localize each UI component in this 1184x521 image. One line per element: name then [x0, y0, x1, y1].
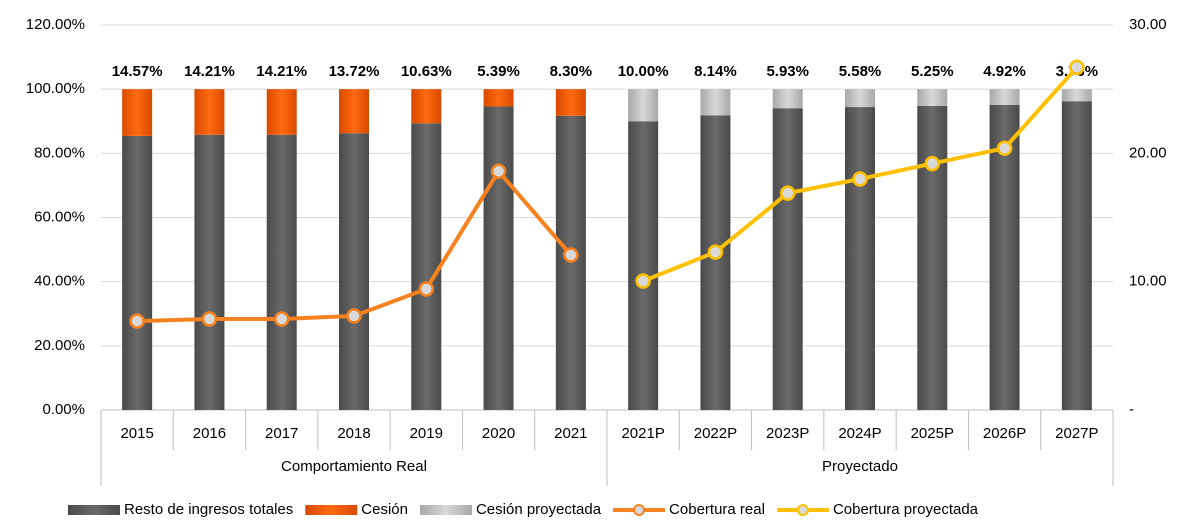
y2-tick-label: 30.00	[1129, 16, 1167, 33]
x-tick-label: 2017	[265, 425, 298, 442]
x-tick-label: 2025P	[911, 425, 954, 442]
x-tick-label: 2022P	[694, 425, 737, 442]
line-marker	[996, 140, 1013, 156]
line-marker	[346, 308, 362, 324]
bar-segment	[917, 89, 948, 107]
data-label: 14.21%	[184, 63, 235, 80]
line-marker	[635, 273, 651, 289]
line-marker	[201, 311, 218, 327]
bar-segment	[1061, 89, 1092, 102]
group-label: Proyectado	[822, 458, 898, 475]
bar-segment	[628, 89, 659, 122]
y-tick-label: 100.00%	[26, 80, 85, 97]
line-marker	[490, 163, 507, 180]
line-marker	[418, 281, 435, 297]
data-label: 10.00%	[618, 63, 669, 80]
y-tick-label: 20.00%	[34, 337, 85, 354]
line-marker	[779, 185, 796, 201]
data-label: 13.72%	[329, 63, 380, 80]
data-label: 10.63%	[401, 63, 452, 80]
y2-tick-label: 20.00	[1129, 144, 1167, 161]
x-tick-label: 2020	[482, 425, 515, 442]
x-tick-label: 2024P	[838, 425, 881, 442]
bar-segment	[483, 89, 514, 107]
legend-swatch	[633, 504, 646, 516]
group-label: Comportamiento Real	[281, 458, 427, 475]
y-tick-label: 80.00%	[34, 144, 85, 161]
x-tick-label: 2018	[337, 425, 370, 442]
data-label: 8.30%	[550, 63, 593, 80]
data-label: 8.14%	[694, 63, 737, 80]
line-marker	[129, 313, 145, 329]
bar-segment	[700, 89, 731, 116]
bar-segment	[266, 134, 297, 410]
x-tick-label: 2021P	[621, 425, 664, 442]
bar-segment	[339, 89, 369, 134]
data-label: 4.92%	[983, 63, 1026, 80]
legend-swatch	[796, 504, 809, 516]
data-label: 5.39%	[477, 63, 520, 80]
bar-segment	[411, 123, 442, 411]
line-marker	[563, 247, 579, 263]
bar-segment	[194, 89, 225, 135]
bar-segment	[989, 89, 1020, 105]
legend-label: Cesión proyectada	[476, 501, 602, 518]
y-tick-label: 0.00%	[42, 401, 85, 418]
legend-label: Resto de ingresos totales	[124, 501, 293, 518]
bar-segment	[628, 121, 659, 410]
bar-segment	[700, 115, 731, 410]
y2-tick-label: 10.00	[1129, 273, 1167, 290]
legend-swatch	[68, 505, 120, 515]
bar-segment	[483, 106, 514, 410]
legend-label: Cobertura proyectada	[833, 501, 979, 518]
x-tick-label: 2023P	[766, 425, 809, 442]
x-tick-label: 2021	[554, 425, 587, 442]
y-tick-label: 60.00%	[34, 208, 85, 225]
data-label: 14.21%	[256, 63, 307, 80]
data-label: 5.58%	[839, 63, 882, 80]
y-tick-label: 120.00%	[26, 16, 85, 33]
data-label: 14.57%	[112, 63, 163, 80]
bar-segment	[845, 89, 875, 108]
bar-segment	[122, 135, 153, 410]
bar-segment	[555, 89, 586, 116]
x-tick-label: 2016	[193, 425, 226, 442]
line-marker	[1069, 59, 1085, 76]
x-tick-label: 2015	[120, 425, 153, 442]
bar-segment	[122, 89, 153, 136]
legend-label: Cobertura real	[669, 501, 765, 518]
bar-segment	[555, 115, 586, 410]
x-tick-label: 2019	[410, 425, 443, 442]
line-marker	[273, 311, 290, 327]
legend-swatch	[419, 505, 472, 515]
line-marker	[852, 171, 868, 187]
y-tick-label: 40.00%	[34, 273, 85, 290]
line-marker	[707, 244, 724, 260]
bar-segment	[845, 107, 875, 411]
y2-tick-label: -	[1129, 401, 1134, 418]
bar-segment	[772, 108, 803, 411]
bar-segment	[411, 89, 442, 124]
bar-segment	[266, 89, 297, 135]
x-tick-label: 2026P	[983, 425, 1026, 442]
bar-segment	[772, 89, 803, 109]
bar-segment	[194, 134, 225, 410]
data-label: 5.93%	[766, 63, 809, 80]
bar-segment	[917, 106, 948, 411]
data-label: 5.25%	[911, 63, 954, 80]
bar-segment	[1061, 101, 1092, 410]
bar-segment	[339, 133, 369, 410]
x-tick-label: 2027P	[1055, 425, 1098, 442]
legend-swatch	[305, 505, 358, 515]
line-marker	[924, 155, 941, 172]
legend-label: Cesión	[361, 501, 408, 518]
